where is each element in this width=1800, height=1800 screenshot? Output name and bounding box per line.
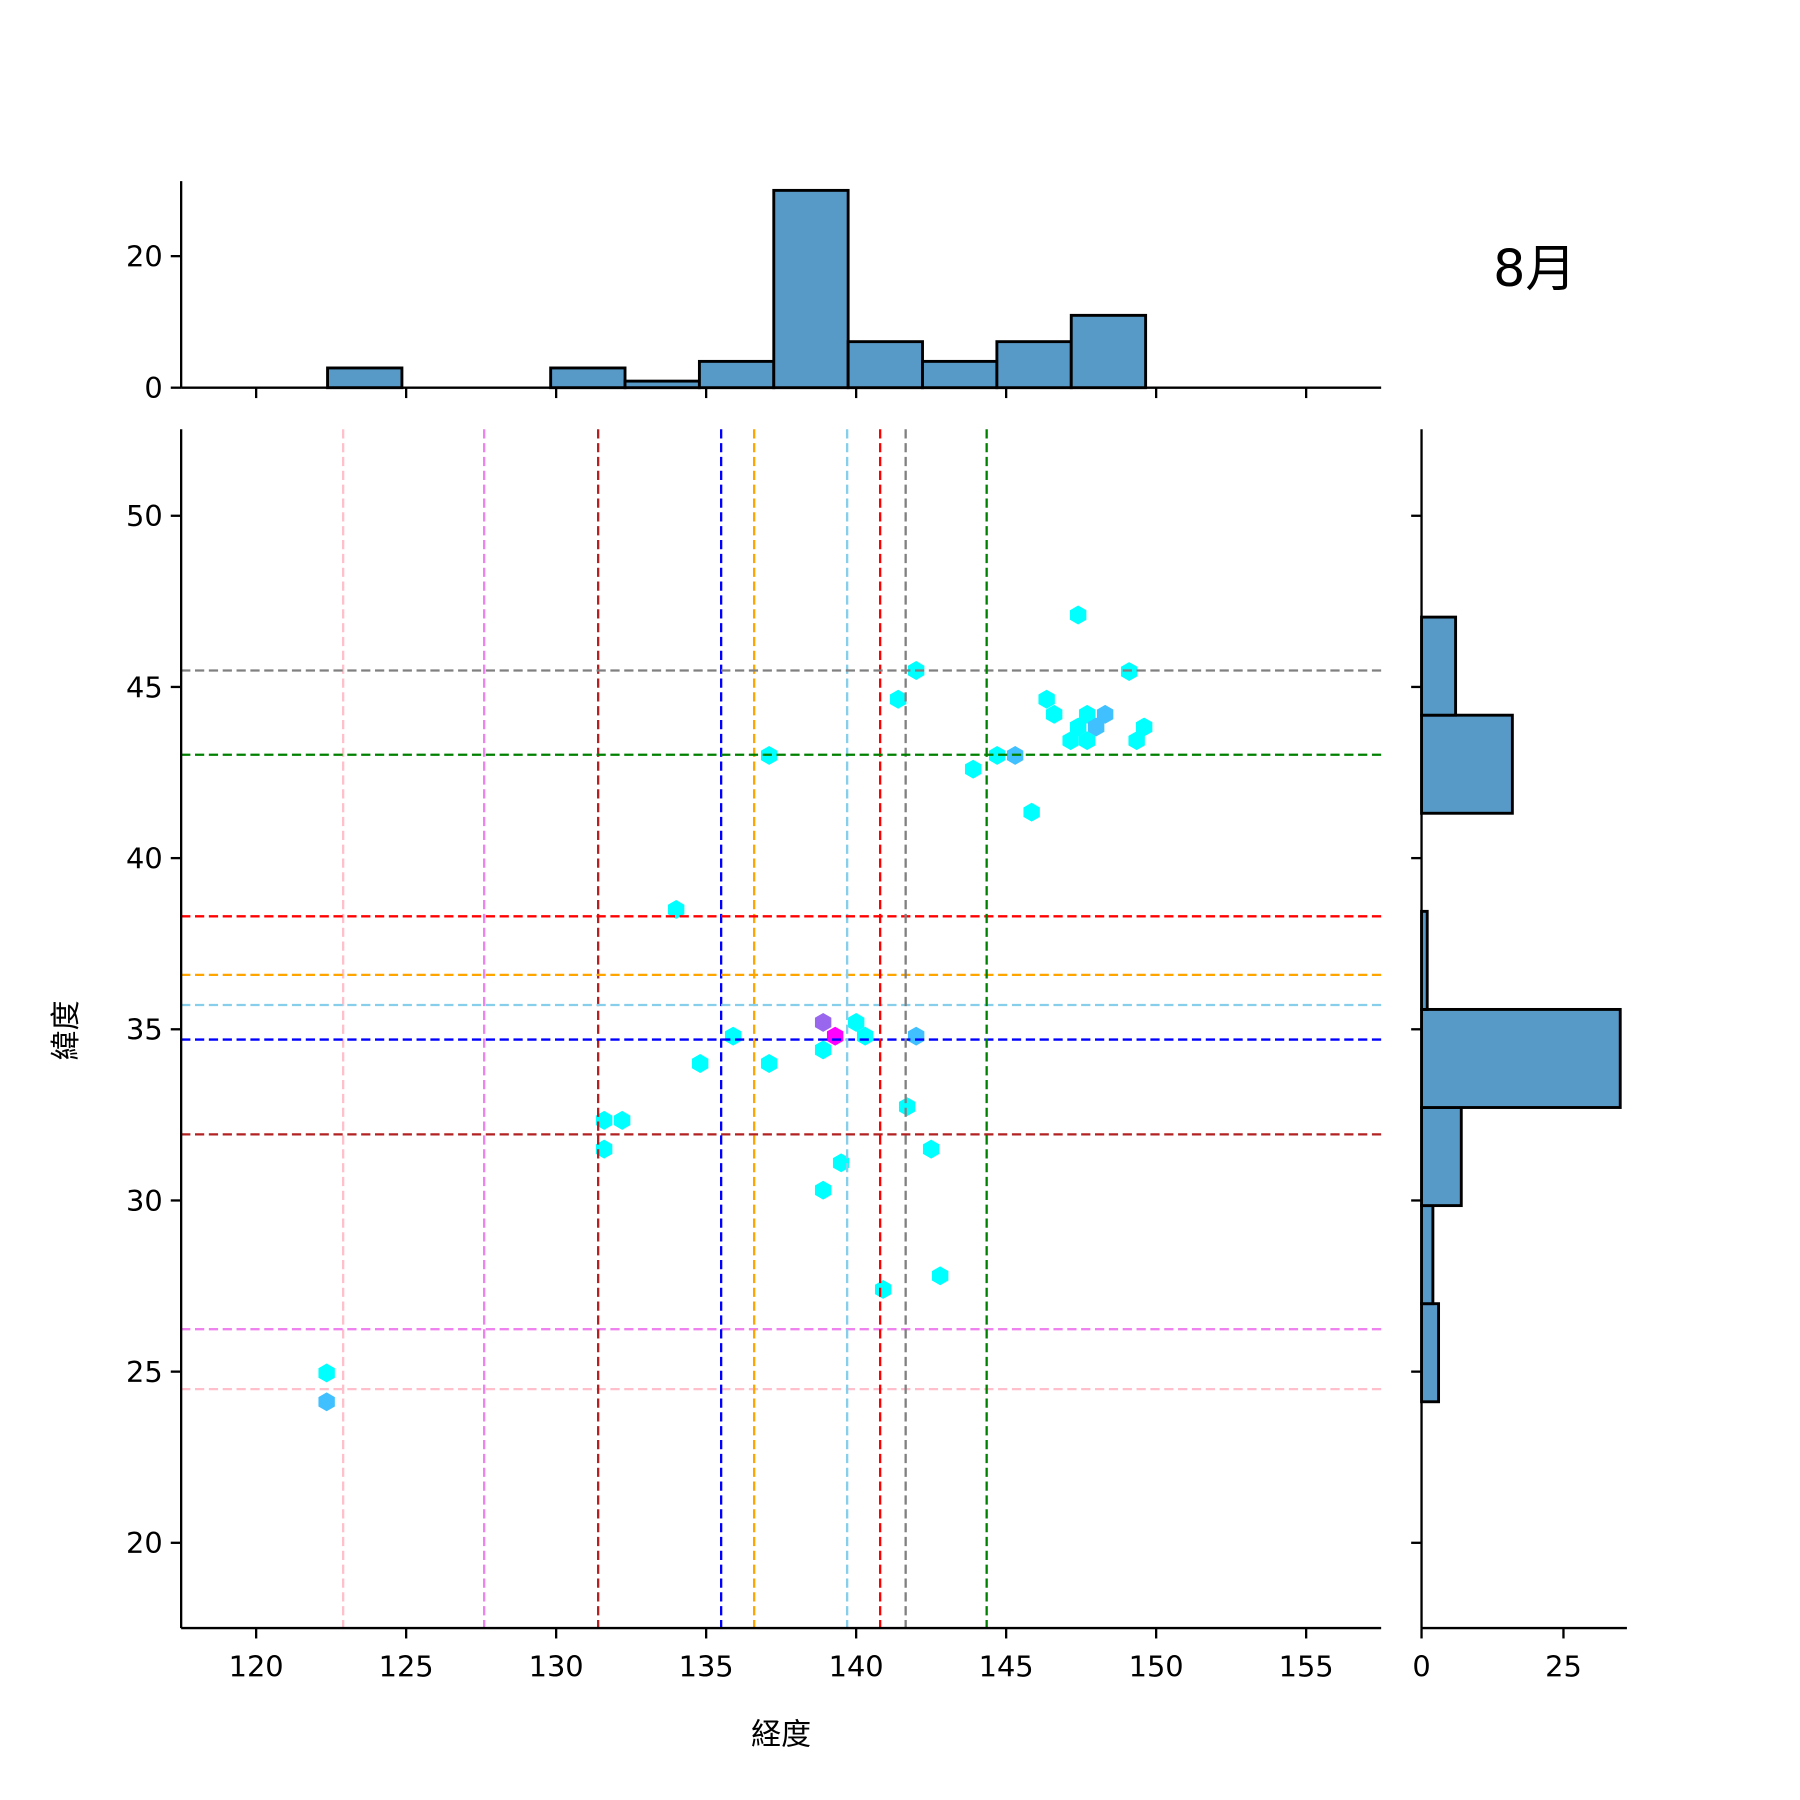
hexbin: [898, 1097, 916, 1117]
hexbin: [1069, 605, 1087, 625]
hexbin: [1078, 731, 1096, 751]
hexbin: [318, 1392, 335, 1412]
hexbin: [988, 745, 1006, 765]
hexbin: [1045, 704, 1063, 724]
hexbin: [814, 1012, 832, 1032]
hexbin: [595, 1110, 613, 1130]
top-hist-bar: [921, 359, 999, 390]
hexbin: [826, 1026, 844, 1046]
y-tick-label: 25: [126, 1355, 163, 1389]
top-hist-bar: [697, 359, 776, 390]
x-tick-label: 140: [829, 1650, 884, 1684]
right-hist-x-tick-label: 25: [1545, 1650, 1582, 1684]
hexbin: [814, 1180, 832, 1200]
x-tick-label: 135: [679, 1650, 734, 1684]
y-tick-label: 45: [126, 670, 163, 704]
hexbin: [667, 900, 685, 919]
top-hist-bar: [549, 366, 627, 390]
right-hist-bar: [1420, 713, 1514, 815]
x-tick-label: 155: [1279, 1650, 1334, 1684]
top-hist-y-tick-label: 20: [126, 240, 163, 274]
hexbin: [814, 1040, 832, 1060]
x-axis-label: 経度: [751, 1718, 811, 1753]
hexbin: [964, 759, 982, 779]
hexbin-layer: [318, 605, 1153, 1412]
hexbin: [595, 1139, 613, 1159]
hexbin: [847, 1012, 865, 1032]
hexbin: [613, 1110, 631, 1130]
y-tick-label: 35: [126, 1013, 163, 1047]
right-hist-bar: [1420, 615, 1458, 717]
y-tick-label: 50: [126, 499, 163, 533]
chart-title: 8月: [1493, 239, 1576, 298]
hexbin: [1062, 731, 1079, 751]
x-tick-label: 125: [379, 1650, 434, 1684]
y-tick-label: 20: [126, 1526, 163, 1560]
hexbin: [931, 1266, 949, 1286]
x-tick-label: 145: [979, 1650, 1034, 1684]
y-tick-label: 40: [126, 842, 163, 876]
top-hist-y-tick-label: 0: [144, 371, 162, 405]
hexbin: [874, 1279, 892, 1299]
hexbin: [760, 1054, 778, 1073]
hexbin: [318, 1363, 335, 1383]
y-tick-label: 30: [126, 1184, 163, 1218]
y-axis-label: 緯度: [49, 1000, 84, 1060]
top-histogram: [326, 188, 1148, 390]
hexbin: [907, 1026, 925, 1046]
right-hist-x-tick-label: 0: [1412, 1650, 1430, 1684]
right-hist-bar: [1420, 1302, 1441, 1404]
top-hist-bar: [995, 340, 1073, 390]
axes: 120 125 130 135 140 145 150 155 20 25 30 35 40 45 50 0 2…: [126, 181, 1627, 1684]
hexbin: [1023, 802, 1040, 822]
hexbin: [856, 1026, 874, 1046]
hexbin: [1069, 717, 1087, 737]
hexbin: [1078, 704, 1096, 724]
hexbin: [832, 1153, 850, 1173]
top-hist-bar: [846, 340, 924, 390]
hexbin: [1096, 704, 1114, 724]
hexbin: [889, 689, 907, 709]
x-tick-label: 130: [529, 1650, 584, 1684]
reference-lines: [181, 429, 1382, 1629]
hexbin: [1087, 717, 1105, 737]
top-hist-bar: [326, 366, 404, 390]
right-histogram: [1420, 615, 1622, 1404]
x-tick-label: 150: [1129, 1650, 1184, 1684]
hexbin: [1135, 717, 1153, 737]
hexbin: [1038, 689, 1055, 709]
hexbin: [922, 1139, 940, 1159]
hexbin: [691, 1054, 709, 1073]
x-tick-label: 120: [229, 1650, 284, 1684]
hexbin: [724, 1026, 742, 1046]
top-hist-bar: [1069, 313, 1148, 390]
right-hist-bar: [1420, 1204, 1435, 1306]
right-hist-bar: [1420, 1007, 1622, 1109]
top-hist-bar: [772, 188, 850, 390]
hexbin: [1128, 731, 1145, 751]
right-hist-bar: [1420, 1106, 1463, 1208]
